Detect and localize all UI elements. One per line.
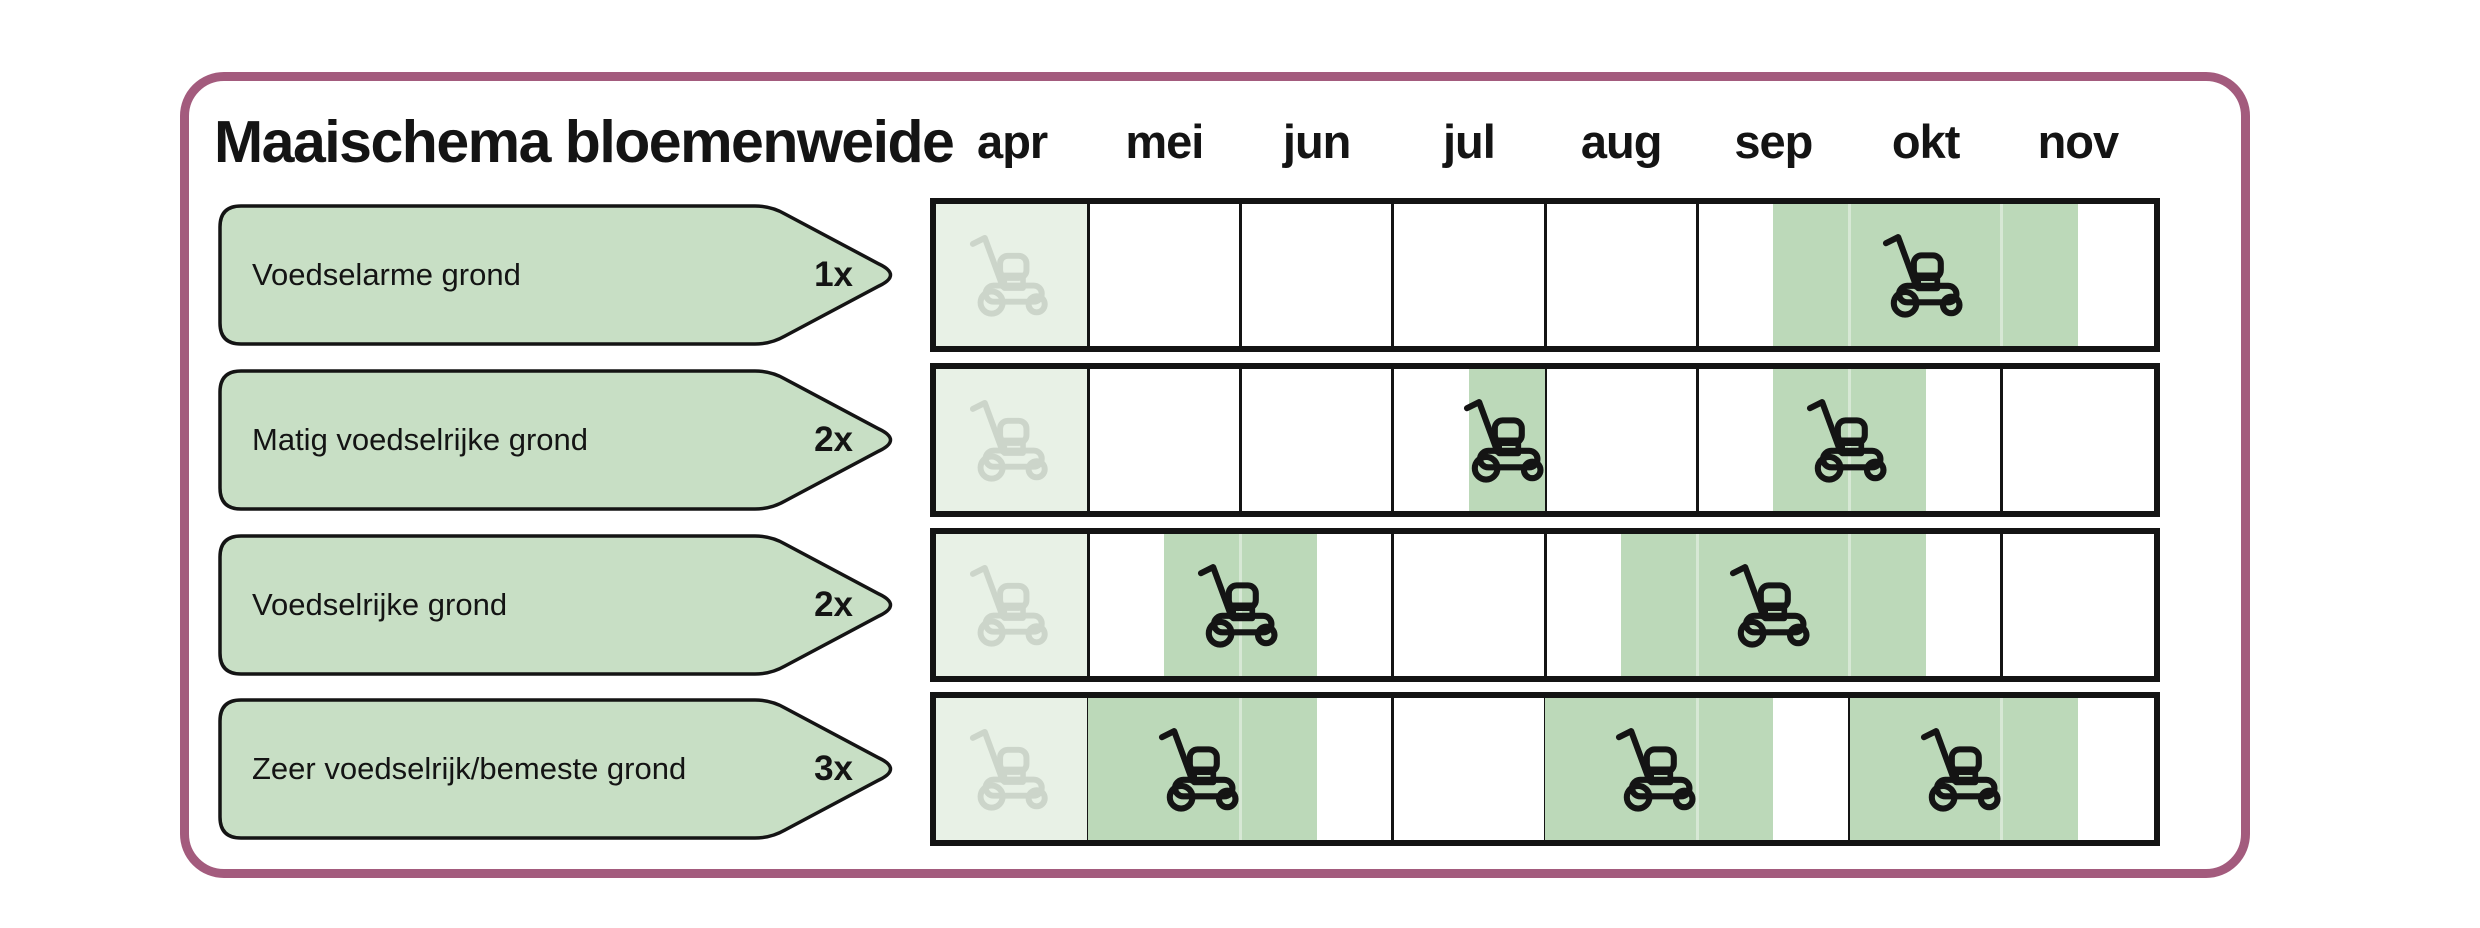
month-gridline: [1391, 204, 1395, 346]
month-gridline: [2000, 369, 2004, 511]
page-title: Maaischema bloemenweide: [214, 109, 955, 175]
month-gridline-faint: [2000, 204, 2004, 346]
row-label: Voedselarme grond: [252, 257, 521, 292]
month-gridline-faint: [2000, 698, 2004, 840]
month-header-jul: jul: [1442, 115, 1496, 168]
row-grid-inner: [936, 698, 2154, 840]
month-gridline: [1543, 534, 1547, 676]
row-banner: Zeer voedselrijk/bemeste grond 3x: [215, 696, 911, 842]
month-gridline-faint: [1239, 698, 1242, 840]
month-header-okt: okt: [1891, 115, 1960, 168]
lawnmower-ghost-icon: [965, 726, 1059, 816]
lawnmower-ghost-icon: [965, 562, 1059, 652]
month-gridline: [1695, 369, 1699, 511]
row-count-badge: 2x: [814, 420, 853, 459]
row-grid-inner: [936, 369, 2154, 511]
row-count-badge: 3x: [814, 749, 853, 788]
month-gridline: [2000, 534, 2004, 676]
lawnmower-icon: [1916, 725, 2012, 817]
banner-arrow-shape: [218, 698, 893, 840]
month-header-jun: jun: [1282, 115, 1351, 168]
month-header-mei: mei: [1125, 115, 1204, 168]
row-count-badge: 2x: [814, 585, 853, 624]
month-gridline-faint: [1695, 534, 1699, 676]
lawnmower-icon: [1459, 396, 1555, 488]
month-gridline: [1543, 204, 1547, 346]
month-gridline-faint: [1848, 534, 1851, 676]
lawnmower-icon: [1802, 396, 1898, 488]
month-gridline: [1543, 369, 1547, 511]
row-label: Matig voedselrijke grond: [252, 422, 589, 457]
row-label: Voedselrijke grond: [252, 587, 508, 622]
lawnmower-icon: [1725, 561, 1821, 653]
month-header-apr: apr: [977, 115, 1048, 168]
lawnmower-icon: [1878, 231, 1974, 323]
month-gridline: [1391, 698, 1395, 840]
lawnmower-ghost-icon: [965, 232, 1059, 322]
banner-arrow-shape: [218, 534, 893, 676]
month-gridline: [1239, 369, 1242, 511]
month-gridline: [1086, 534, 1090, 676]
row-grid: [930, 363, 2160, 517]
month-gridline: [1391, 369, 1395, 511]
banner-arrow-shape: [218, 369, 893, 511]
month-gridline: [1391, 534, 1395, 676]
row-grid: [930, 198, 2160, 352]
month-gridline: [1086, 204, 1090, 346]
banner-arrow-shape: [218, 204, 893, 346]
month-header-sep: sep: [1734, 115, 1813, 168]
row-banner: Voedselarme grond 1x: [215, 202, 911, 348]
row-grid-inner: [936, 534, 2154, 676]
row-banner: Matig voedselrijke grond 2x: [215, 367, 911, 513]
month-gridline: [1239, 204, 1242, 346]
lawnmower-icon: [1611, 725, 1707, 817]
month-gridline-faint: [1848, 204, 1851, 346]
row-count-badge: 1x: [814, 255, 853, 294]
month-gridline-faint: [1695, 698, 1699, 840]
row-grid-inner: [936, 204, 2154, 346]
row-label: Zeer voedselrijk/bemeste grond: [252, 751, 687, 786]
lawnmower-icon: [1154, 725, 1250, 817]
month-header-nov: nov: [2037, 115, 2120, 168]
row-grid: [930, 528, 2160, 682]
lawnmower-icon: [1193, 561, 1289, 653]
row-grid: [930, 692, 2160, 846]
lawnmower-ghost-icon: [965, 397, 1059, 487]
month-gridline: [1086, 369, 1090, 511]
month-header-aug: aug: [1580, 115, 1663, 168]
month-gridline: [1695, 204, 1699, 346]
row-banner: Voedselrijke grond 2x: [215, 532, 911, 678]
